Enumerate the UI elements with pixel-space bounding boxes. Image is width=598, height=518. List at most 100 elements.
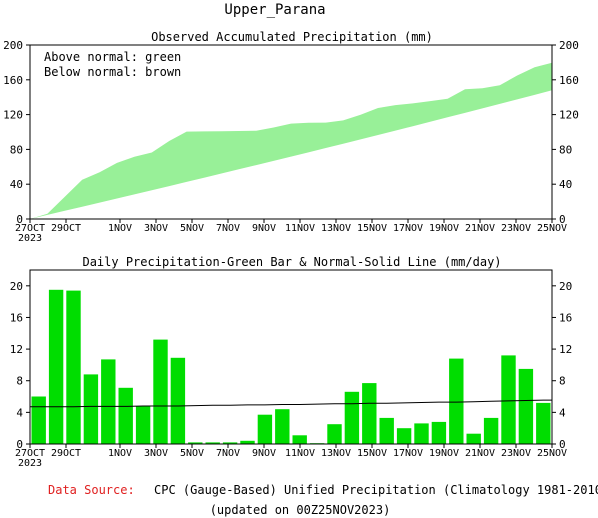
daily-xtick-label: 3NOV: [144, 448, 168, 459]
daily-bar: [66, 290, 81, 444]
daily-bar: [240, 440, 255, 444]
daily-xtick-label: 9NOV: [252, 448, 276, 459]
daily-bar: [449, 358, 464, 444]
accum-xtick-label: 17NOV: [393, 223, 423, 234]
legend-above-normal: Above normal: green: [44, 50, 181, 64]
daily-bar: [483, 417, 499, 444]
accum-xtick-label: 7NOV: [216, 223, 240, 234]
accum-xtick-label: 19NOV: [429, 223, 459, 234]
daily-bar: [48, 289, 64, 444]
daily-bar: [275, 409, 290, 444]
accumulated-title: Observed Accumulated Precipitation (mm): [151, 30, 433, 44]
daily-bar: [536, 402, 551, 444]
daily-ytick-label-right: 16: [559, 311, 572, 324]
daily-xtick-label: 17NOV: [393, 448, 423, 459]
daily-bar: [222, 442, 238, 444]
accum-ytick-label-left: 80: [10, 143, 23, 156]
daily-bar: [188, 442, 203, 444]
daily-xtick-label: 11NOV: [285, 448, 315, 459]
daily-frame: [29, 269, 553, 445]
daily-panel: Daily Precipitation-Green Bar & Normal-S…: [10, 255, 573, 469]
daily-bar: [118, 387, 133, 444]
daily-bar: [257, 414, 273, 444]
daily-xtick-label: 15NOV: [357, 448, 387, 459]
daily-bar: [466, 433, 481, 444]
accum-ytick-label-right: 0: [559, 213, 566, 226]
daily-bar: [83, 374, 99, 444]
daily-xtick-label: 7NOV: [216, 448, 240, 459]
daily-bar: [31, 396, 46, 444]
source-label: Data Source:: [48, 483, 135, 497]
daily-bar: [327, 424, 342, 444]
accum-xtick-label: 13NOV: [321, 223, 351, 234]
daily-bars: [31, 289, 551, 444]
accum-ytick-label-right: 200: [559, 39, 579, 52]
daily-ytick-label-left: 12: [10, 343, 23, 356]
accum-xtick-label: 9NOV: [252, 223, 276, 234]
daily-ytick-label-right: 0: [559, 438, 566, 451]
accum-ytick-label-left: 0: [16, 213, 23, 226]
normal-line: [30, 399, 552, 408]
accumulated-panel: Observed Accumulated Precipitation (mm) …: [3, 30, 579, 244]
accum-xtick-label: 27OCT: [15, 223, 45, 234]
accum-xtick-label: 11NOV: [285, 223, 315, 234]
daily-bar: [431, 421, 447, 444]
daily-bar: [170, 357, 186, 444]
daily-bar: [292, 435, 307, 444]
accumulated-frame: [29, 44, 553, 220]
daily-normal-line: [30, 399, 552, 408]
daily-bar: [501, 355, 516, 444]
daily-xtick-label: 29OCT: [51, 448, 81, 459]
accum-xtick-label: 25NOV: [537, 223, 567, 234]
accum-xtick-label: 23NOV: [501, 223, 531, 234]
accum-xtick-label: 29OCT: [51, 223, 81, 234]
daily-ytick-label-right: 4: [559, 406, 566, 419]
daily-bar: [135, 406, 151, 444]
daily-ytick-label-left: 8: [16, 375, 23, 388]
accum-xtick-label: 1NOV: [108, 223, 132, 234]
accum-ytick-label-left: 120: [3, 109, 23, 122]
source-text: CPC (Gauge-Based) Unified Precipitation …: [154, 483, 598, 497]
daily-ytick-label-right: 8: [559, 375, 566, 388]
accum-xtick-year: 2023: [18, 233, 42, 244]
updated-text: (updated on 00Z25NOV2023): [210, 503, 391, 517]
accum-ytick-label-right: 40: [559, 178, 572, 191]
above-normal-area: [30, 62, 552, 220]
accum-ytick-label-left: 160: [3, 74, 23, 87]
daily-bar: [153, 339, 168, 444]
daily-bar: [518, 368, 534, 444]
daily-bar: [379, 417, 394, 444]
daily-ytick-label-left: 16: [10, 311, 23, 324]
daily-xtick-label: 5NOV: [180, 448, 204, 459]
daily-ytick-label-right: 12: [559, 343, 572, 356]
daily-xtick-label: 1NOV: [108, 448, 132, 459]
daily-ytick-label-right: 20: [559, 280, 572, 293]
accum-xtick-label: 3NOV: [144, 223, 168, 234]
daily-bar: [205, 442, 220, 444]
accum-ytick-label-left: 200: [3, 39, 23, 52]
daily-xtick-label: 25NOV: [537, 448, 567, 459]
daily-bar: [101, 359, 116, 444]
daily-ytick-label-left: 20: [10, 280, 23, 293]
daily-bar: [344, 391, 360, 444]
accum-ytick-label-left: 40: [10, 178, 23, 191]
daily-xtick-label: 19NOV: [429, 448, 459, 459]
figure-title: Upper_Parana: [224, 2, 325, 18]
daily-xtick-label: 13NOV: [321, 448, 351, 459]
daily-xtick-label: 23NOV: [501, 448, 531, 459]
accum-xtick-label: 15NOV: [357, 223, 387, 234]
legend-below-normal: Below normal: brown: [44, 65, 181, 79]
daily-xtick-label: 21NOV: [465, 448, 495, 459]
daily-title: Daily Precipitation-Green Bar & Normal-S…: [82, 255, 501, 269]
accum-xtick-label: 21NOV: [465, 223, 495, 234]
accum-ytick-label-right: 120: [559, 109, 579, 122]
daily-ytick-label-left: 4: [16, 406, 23, 419]
daily-xtick-year: 2023: [18, 458, 42, 469]
daily-ytick-label-left: 0: [16, 438, 23, 451]
accum-ytick-label-right: 80: [559, 143, 572, 156]
accum-ytick-label-right: 160: [559, 74, 579, 87]
daily-xtick-label: 27OCT: [15, 448, 45, 459]
